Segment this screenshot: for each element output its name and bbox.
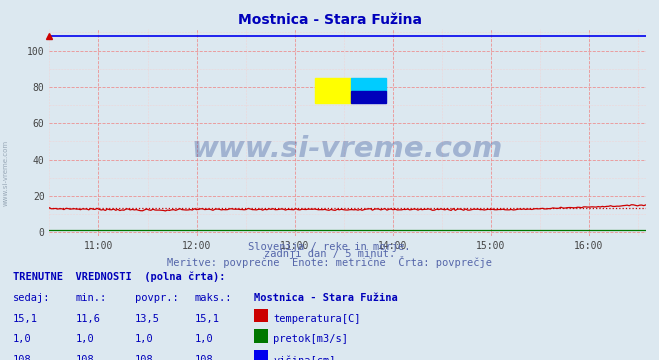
Bar (351, 78, 386, 91)
Text: min.:: min.: (76, 293, 107, 303)
Text: Mostnica - Stara Fužina: Mostnica - Stara Fužina (237, 13, 422, 27)
Bar (351, 91, 386, 103)
Text: TRENUTNE  VREDNOSTI  (polna črta):: TRENUTNE VREDNOSTI (polna črta): (13, 272, 225, 282)
Text: www.si-vreme.com: www.si-vreme.com (2, 140, 9, 206)
Bar (315, 78, 351, 91)
Text: Meritve: povprečne  Enote: metrične  Črta: povprečje: Meritve: povprečne Enote: metrične Črta:… (167, 256, 492, 268)
Bar (315, 91, 351, 103)
Text: Slovenija / reke in morje.: Slovenija / reke in morje. (248, 242, 411, 252)
Text: 108: 108 (76, 355, 94, 360)
Text: 15,1: 15,1 (13, 314, 38, 324)
Text: 1,0: 1,0 (194, 334, 213, 345)
Text: 108: 108 (13, 355, 32, 360)
Text: 108: 108 (135, 355, 154, 360)
Text: 108: 108 (194, 355, 213, 360)
Text: sedaj:: sedaj: (13, 293, 51, 303)
Text: maks.:: maks.: (194, 293, 232, 303)
Text: Mostnica - Stara Fužina: Mostnica - Stara Fužina (254, 293, 397, 303)
Text: www.si-vreme.com: www.si-vreme.com (192, 135, 503, 163)
Text: 15,1: 15,1 (194, 314, 219, 324)
Text: 1,0: 1,0 (13, 334, 32, 345)
Text: 11,6: 11,6 (76, 314, 101, 324)
Text: povpr.:: povpr.: (135, 293, 179, 303)
Text: zadnji dan / 5 minut.: zadnji dan / 5 minut. (264, 249, 395, 259)
Text: pretok[m3/s]: pretok[m3/s] (273, 334, 349, 345)
Text: 1,0: 1,0 (76, 334, 94, 345)
Text: 1,0: 1,0 (135, 334, 154, 345)
Text: temperatura[C]: temperatura[C] (273, 314, 361, 324)
Text: višina[cm]: višina[cm] (273, 355, 336, 360)
Text: 13,5: 13,5 (135, 314, 160, 324)
